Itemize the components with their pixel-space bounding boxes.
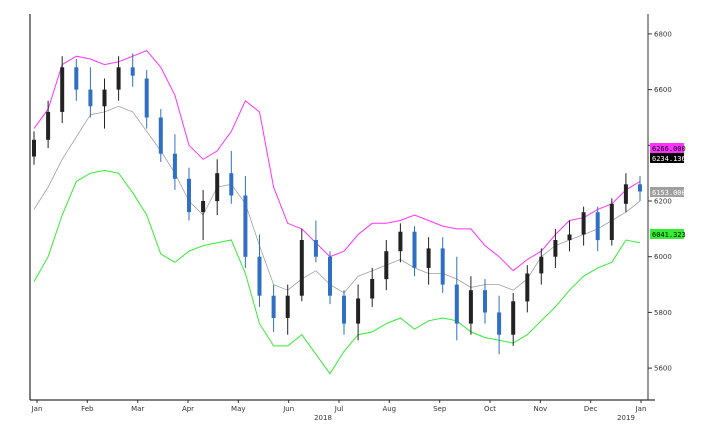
candle-body (454, 284, 459, 324)
candle-body (623, 184, 628, 204)
y-tick-label: 6600 (654, 86, 672, 94)
middle-band-line (33, 105, 641, 294)
x-tick-label: May (231, 405, 245, 413)
x-tick-label: Aug (382, 405, 396, 413)
candle-body (313, 240, 318, 257)
candle-body (299, 240, 304, 296)
candle-body (74, 67, 79, 90)
x-tick-label: Nov (533, 405, 547, 413)
candle-body (356, 298, 361, 324)
y-tick-label: 6000 (654, 253, 672, 261)
candle-body (46, 111, 51, 140)
candle-body (595, 212, 600, 241)
candle-body (271, 295, 276, 318)
value-tag-background (650, 229, 684, 239)
candle-body (553, 240, 558, 257)
candle-body (285, 295, 290, 318)
candle-body (511, 301, 516, 335)
x-axis: Jan Feb Mar Apr May Jun Jul Aug Sep Oct Nov Dec Jan2… (31, 400, 647, 422)
candle-body (130, 67, 135, 76)
candle-body (440, 248, 445, 285)
middle-band-value-tag: 6153.000 (650, 187, 686, 197)
candle-body (215, 173, 220, 202)
candle-body (609, 203, 614, 240)
candle-body (384, 251, 389, 280)
candle-body (88, 89, 93, 107)
year-label: 2018 (314, 414, 332, 422)
y-tick-label: 6800 (654, 30, 672, 38)
current-value-labels: 6266.000 6234.136 6153.000 6041.323 (650, 143, 686, 239)
candle-body (567, 234, 572, 241)
candle-body (468, 290, 473, 324)
x-tick-label: Mar (131, 405, 144, 413)
candle-body (116, 67, 121, 90)
candle-body (398, 231, 403, 252)
candle-body (328, 256, 332, 296)
candle-body (342, 295, 346, 324)
upper-band-line (33, 50, 641, 272)
value-tag-text: 6153.000 (652, 189, 686, 197)
candle-body (229, 173, 234, 196)
candle-body (257, 256, 262, 296)
candle-body (158, 117, 163, 154)
value-tag-background (650, 187, 684, 197)
candle-body (426, 248, 431, 268)
value-tag-text: 6234.136 (652, 155, 686, 163)
candle-body (525, 273, 530, 302)
x-tick-label: Feb (81, 405, 94, 413)
x-tick-label: Oct (484, 405, 496, 413)
x-tick-label: Jan (635, 405, 647, 413)
x-tick-label: Jun (282, 405, 294, 413)
candle-body (60, 67, 65, 112)
candle-body (483, 290, 487, 313)
candle-body (638, 184, 642, 192)
lower-band-line (33, 169, 641, 375)
x-tick-label: Jul (334, 405, 344, 413)
value-tag-background (650, 143, 684, 153)
candle-body (144, 78, 149, 118)
candle-body (32, 139, 36, 157)
year-label: 2019 (617, 414, 635, 422)
candle-body (539, 256, 544, 274)
value-tag-background (650, 153, 684, 163)
x-tick-label: Sep (433, 405, 447, 413)
price-value-tag: 6234.136 (650, 153, 686, 163)
lower-band-value-tag: 6041.323 (650, 229, 686, 239)
candle-body (370, 279, 375, 299)
x-tick-label: Jan (31, 405, 43, 413)
price-candles (32, 53, 642, 355)
y-tick-label: 5600 (654, 365, 672, 373)
value-tag-text: 6041.323 (652, 231, 686, 239)
candle-body (201, 201, 206, 213)
candle-body (172, 153, 177, 179)
candle-body (187, 178, 191, 213)
y-tick-label: 5800 (654, 309, 672, 317)
value-tag-text: 6266.000 (652, 145, 686, 153)
candle-body (497, 312, 502, 335)
bollinger-bands (33, 50, 641, 375)
upper-band-value-tag: 6266.000 (650, 143, 686, 153)
candle-body (581, 212, 586, 235)
candle-body (102, 89, 107, 107)
candle-body (412, 231, 417, 268)
x-tick-label: Apr (182, 405, 194, 413)
y-tick-label: 6200 (654, 198, 672, 206)
candle-body (243, 195, 248, 257)
x-tick-label: Dec (584, 405, 598, 413)
